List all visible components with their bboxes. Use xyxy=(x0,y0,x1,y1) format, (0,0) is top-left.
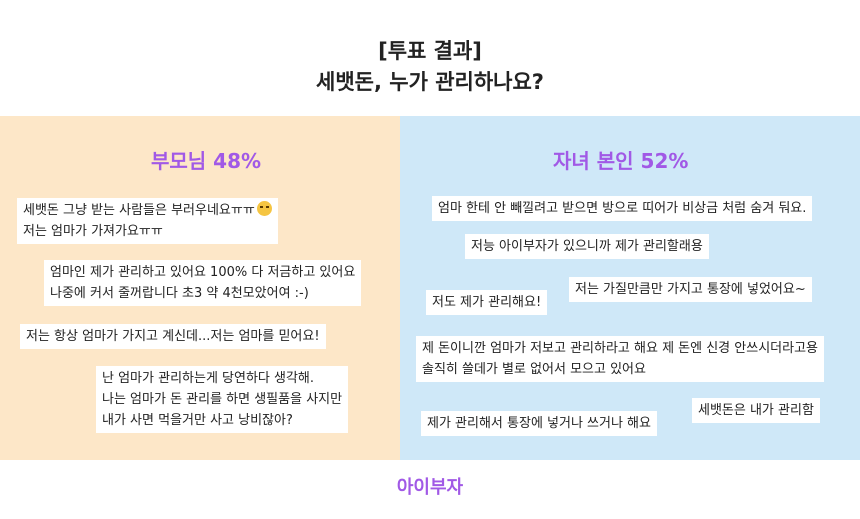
comment-line: 나는 엄마가 돈 관리를 하면 생필품을 사지만 xyxy=(102,392,343,407)
children-heading: 자녀 본인 52% xyxy=(553,149,689,173)
comment-line: 세뱃돈은 내가 관리함 xyxy=(698,403,814,418)
comment-note: 저는 항상 엄마가 가지고 계신데...저는 엄마를 믿어요! xyxy=(20,324,326,349)
title-line-2: 세뱃돈, 누가 관리하나요? xyxy=(316,70,544,94)
comment-line: 세뱃돈 그냥 받는 사람들은 부러우네요ㅠㅠ xyxy=(23,203,255,218)
comment-line: 내가 사면 먹을거만 사고 낭비잖아? xyxy=(102,413,293,428)
page-title: [투표 결과] 세뱃돈, 누가 관리하나요? xyxy=(0,36,860,98)
parents-heading: 부모님 48% xyxy=(151,149,262,173)
comment-note: 세뱃돈은 내가 관리함 xyxy=(692,398,820,423)
comment-line: 엄마 한테 안 빼낄려고 받으면 방으로 띠어가 비상금 처럼 숨겨 둬요. xyxy=(438,201,807,216)
comment-line: 엄마인 제가 관리하고 있어요 100% 다 저금하고 있어요 xyxy=(50,265,356,280)
comment-note: 제가 관리해서 통장에 넣거나 쓰거나 해요 xyxy=(421,411,657,436)
comment-line: 저도 제가 관리해요! xyxy=(432,295,542,310)
brand-logo: 아이부자 xyxy=(396,477,464,498)
comment-note: 저는 가질만큼만 가지고 통장에 넣었어요~ xyxy=(569,277,812,302)
comment-note: 저능 아이부자가 있으니까 제가 관리할래용 xyxy=(465,234,709,259)
comment-note: 세뱃돈 그냥 받는 사람들은 부러우네요ㅠㅠ 저는 엄마가 가져가요ㅠㅠ xyxy=(17,198,278,244)
comment-line: 저는 가질만큼만 가지고 통장에 넣었어요~ xyxy=(575,282,806,297)
comment-line: 저는 엄마가 가져가요ㅠㅠ xyxy=(23,224,163,239)
comment-line: 나중에 커서 줄꺼랍니다 초3 약 4천모았어여 :-) xyxy=(50,286,309,301)
comment-line: 제 돈이니깐 엄마가 저보고 관리하라고 해요 제 돈엔 신경 안쓰시더라고용 xyxy=(422,341,818,356)
comment-line: 저는 항상 엄마가 가지고 계신데...저는 엄마를 믿어요! xyxy=(26,329,320,344)
comment-line: 난 엄마가 관리하는게 당연하다 생각해. xyxy=(102,371,315,386)
comment-note: 저도 제가 관리해요! xyxy=(426,290,548,315)
comment-note: 제 돈이니깐 엄마가 저보고 관리하라고 해요 제 돈엔 신경 안쓰시더라고용 … xyxy=(416,336,824,382)
comment-line: 솔직히 쓸데가 별로 없어서 모으고 있어요 xyxy=(422,362,646,377)
crying-face-icon xyxy=(256,201,272,216)
comment-note: 난 엄마가 관리하는게 당연하다 생각해. 나는 엄마가 돈 관리를 하면 생필… xyxy=(96,366,349,433)
comment-note: 엄마인 제가 관리하고 있어요 100% 다 저금하고 있어요 나중에 커서 줄… xyxy=(44,260,362,306)
comment-line: 제가 관리해서 통장에 넣거나 쓰거나 해요 xyxy=(427,416,651,431)
title-line-1: [투표 결과] xyxy=(378,39,482,63)
comment-line: 저능 아이부자가 있으니까 제가 관리할래용 xyxy=(471,239,703,254)
comment-note: 엄마 한테 안 빼낄려고 받으면 방으로 띠어가 비상금 처럼 숨겨 둬요. xyxy=(432,196,813,221)
